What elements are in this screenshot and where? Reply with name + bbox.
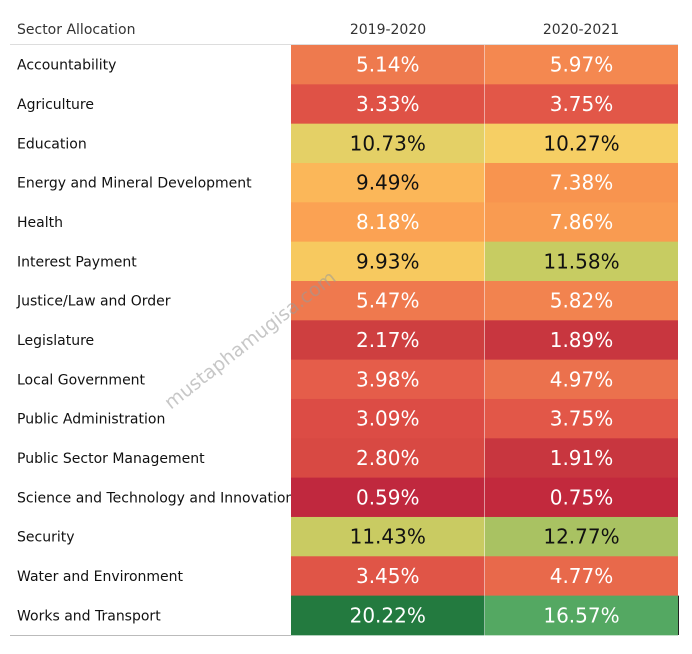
row-header-label: Sector Allocation	[17, 22, 135, 38]
heatmap-cell	[291, 162, 485, 203]
heatmap-cell	[291, 516, 485, 557]
table-row: Public Sector Management 2.80% 1.91%	[17, 438, 678, 479]
cell-value-label: 7.86%	[550, 210, 614, 234]
cell-value-label: 4.77%	[550, 564, 614, 588]
cell-value-label: 4.97%	[550, 367, 614, 391]
heatmap-cell	[291, 45, 485, 85]
heatmap-cell	[485, 320, 678, 361]
heatmap-cell	[485, 477, 678, 518]
heatmap-cell	[485, 595, 678, 636]
row-label: Accountability	[17, 58, 116, 74]
row-label: Agriculture	[17, 97, 94, 113]
row-label: Security	[17, 530, 75, 546]
row-label: Local Government	[17, 372, 146, 388]
heatmap-cell	[485, 162, 678, 203]
table-row: Security 11.43% 12.77%	[17, 516, 678, 557]
cell-value-label: 1.91%	[550, 446, 614, 470]
table-row: Local Government 3.98% 4.97%	[17, 359, 678, 400]
cell-value-label: 20.22%	[350, 603, 426, 627]
cell-value-label: 3.75%	[550, 92, 614, 116]
heatmap-cell	[291, 556, 485, 597]
table-row: Legislature 2.17% 1.89%	[17, 320, 678, 361]
header-row: Sector Allocation 2019-2020 2020-2021	[17, 22, 619, 38]
cell-value-label: 11.43%	[350, 525, 426, 549]
cell-value-label: 5.97%	[550, 53, 614, 77]
row-label: Interest Payment	[17, 254, 137, 270]
cell-value-label: 8.18%	[356, 210, 420, 234]
heatmap-cell	[291, 202, 485, 243]
row-label: Public Sector Management	[17, 451, 205, 467]
row-label: Public Administration	[17, 412, 165, 428]
table-row: Accountability 5.14% 5.97%	[17, 45, 678, 85]
cell-value-label: 5.47%	[356, 289, 420, 313]
cell-value-label: 16.57%	[543, 603, 619, 627]
table-row: Water and Environment 3.45% 4.77%	[17, 556, 678, 597]
heatmap-cell	[291, 320, 485, 361]
heatmap-cell	[485, 202, 678, 243]
row-label: Science and Technology and Innovation	[17, 490, 294, 506]
heatmap-cell	[291, 477, 485, 518]
heatmap-cell	[291, 438, 485, 479]
heatmap-cell	[291, 398, 485, 439]
heatmap-cell	[291, 595, 485, 636]
heatmap-cell	[485, 556, 678, 597]
cell-value-label: 3.45%	[356, 564, 420, 588]
cell-value-label: 2.80%	[356, 446, 420, 470]
row-label: Justice/Law and Order	[16, 294, 171, 310]
cell-value-label: 0.59%	[356, 485, 420, 509]
cell-value-label: 5.14%	[356, 53, 420, 77]
cell-value-label: 10.27%	[543, 131, 619, 155]
heatmap-cell	[291, 241, 485, 282]
heatmap-cell	[485, 123, 678, 164]
heatmap-cell	[485, 241, 678, 282]
row-label: Works and Transport	[17, 608, 161, 624]
heatmap-cell	[485, 84, 678, 125]
table-row: Science and Technology and Innovation 0.5…	[17, 477, 678, 518]
heatmap-cell	[485, 359, 678, 400]
heatmap-cell	[485, 280, 678, 321]
cell-value-label: 3.33%	[356, 92, 420, 116]
cell-value-label: 3.98%	[356, 367, 420, 391]
heatmap-cell	[485, 516, 678, 557]
heatmap-cell	[485, 398, 678, 439]
heatmap-cell	[485, 45, 678, 85]
table-row: Justice/Law and Order 5.47% 5.82%	[16, 280, 678, 321]
column-header-2020-2021: 2020-2021	[543, 22, 619, 38]
table-row: Agriculture 3.33% 3.75%	[17, 84, 678, 125]
cell-value-label: 7.38%	[550, 171, 614, 195]
row-label: Legislature	[17, 333, 94, 349]
row-label: Energy and Mineral Development	[17, 176, 252, 192]
cell-value-label: 1.89%	[550, 328, 614, 352]
table-row: Works and Transport 20.22% 16.57%	[17, 595, 678, 636]
row-label: Education	[17, 136, 87, 152]
cell-value-label: 12.77%	[543, 525, 619, 549]
row-label: Health	[17, 215, 63, 231]
cell-value-label: 5.82%	[550, 289, 614, 313]
cell-value-label: 2.17%	[356, 328, 420, 352]
table-row: Education 10.73% 10.27%	[17, 123, 678, 164]
cell-value-label: 10.73%	[350, 131, 426, 155]
heatmap-cell	[291, 359, 485, 400]
heatmap-cell	[291, 280, 485, 321]
heatmap-cell	[485, 438, 678, 479]
table-row: Health 8.18% 7.86%	[17, 202, 678, 243]
row-label: Water and Environment	[17, 569, 184, 585]
table-row: Energy and Mineral Development 9.49% 7.38%	[17, 162, 678, 203]
cell-value-label: 0.75%	[550, 485, 614, 509]
column-header-2019-2020: 2019-2020	[350, 22, 426, 38]
heatmap-body: Accountability 5.14% 5.97% Agriculture 3.33%…	[10, 45, 679, 636]
cell-value-label: 11.58%	[543, 249, 619, 273]
table-row: Interest Payment 9.93% 11.58%	[17, 241, 678, 282]
cell-value-label: 9.93%	[356, 249, 420, 273]
heatmap-cell	[291, 123, 485, 164]
cell-value-label: 3.75%	[550, 407, 614, 431]
cell-value-label: 9.49%	[356, 171, 420, 195]
table-row: Public Administration 3.09% 3.75%	[17, 398, 678, 439]
cell-value-label: 3.09%	[356, 407, 420, 431]
heatmap-cell	[291, 84, 485, 125]
